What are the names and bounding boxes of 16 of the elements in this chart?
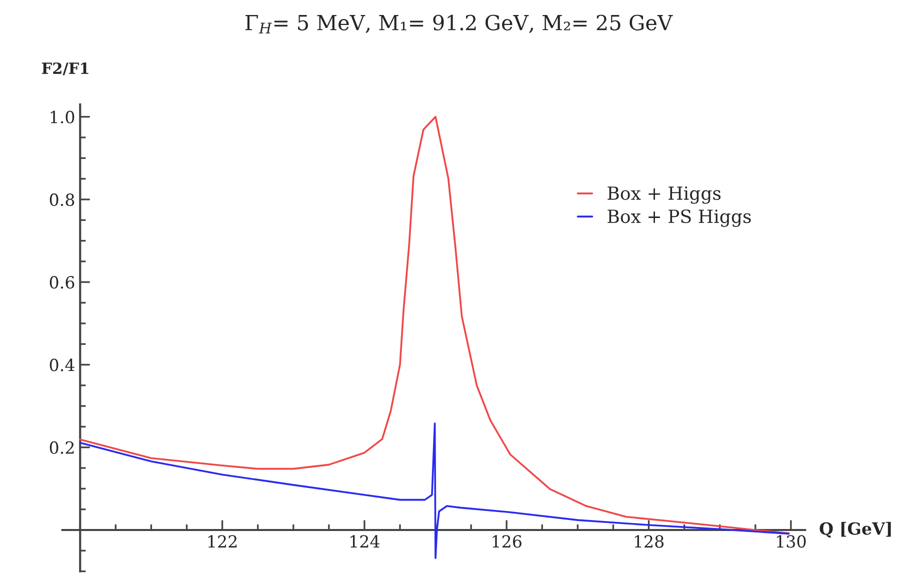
x-tick-label: 130: [777, 535, 806, 548]
y-tick-label: 0.6: [50, 276, 74, 289]
y-tick-label: 0.8: [50, 193, 74, 206]
x-tick-label: 126: [492, 535, 522, 548]
x-tick-label: 128: [634, 535, 664, 548]
y-tick-label: 0.2: [50, 441, 74, 454]
line-series: [79, 116, 790, 534]
y-axis-title: F2/F1: [42, 62, 88, 76]
x-tick-label: 124: [350, 535, 380, 548]
y-tick-label: 1.0: [50, 110, 74, 124]
legend-label: Box + PS Higgs: [608, 209, 751, 227]
legend-label: Box + Higgs: [608, 186, 721, 204]
x-tick-label: 122: [208, 535, 237, 548]
x-axis-title: Q [GeV]: [820, 522, 891, 538]
y-tick-label: 0.4: [50, 358, 74, 372]
chart-title: Γ$_{H}$= 5 MeV, M₁= 91.2 GeV, M₂= 25 GeV: [245, 14, 673, 34]
